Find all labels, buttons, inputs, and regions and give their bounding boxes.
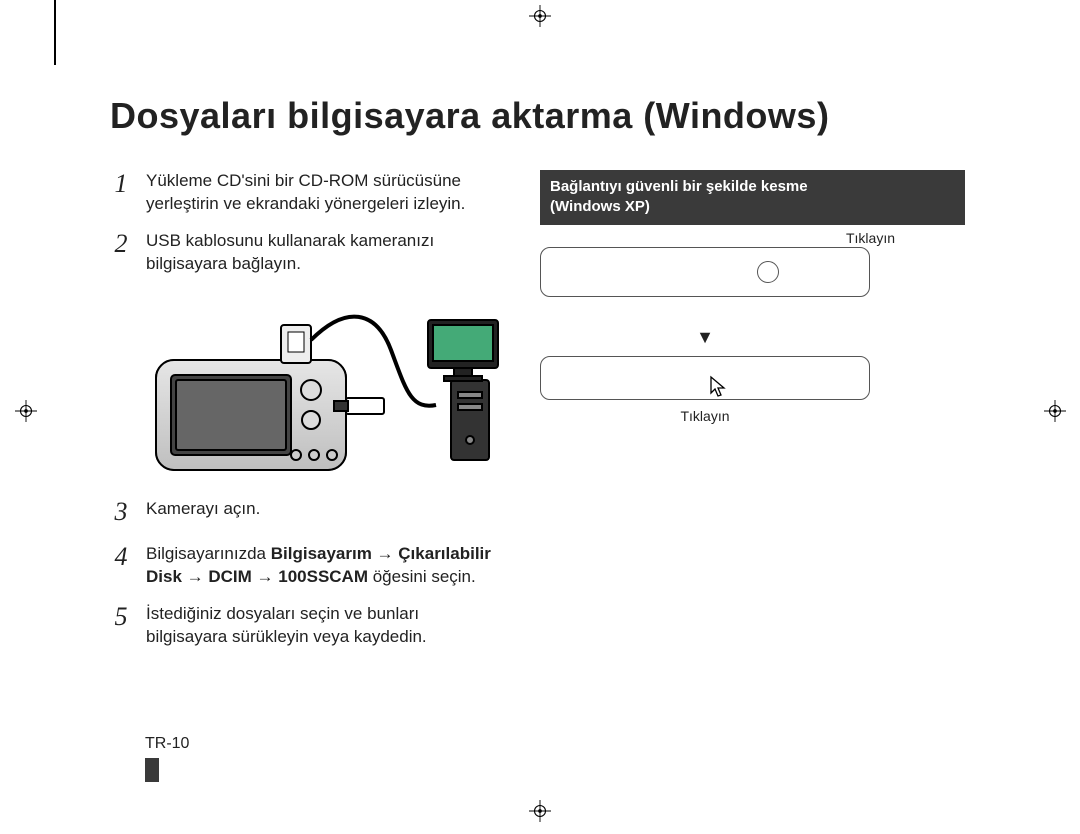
page-number-bar bbox=[145, 758, 159, 782]
camera-to-pc-illustration bbox=[146, 290, 505, 480]
down-arrow-icon: ▼ bbox=[540, 327, 870, 348]
safe-disconnect-banner: Bağlantıyı güvenli bir şekilde kesme (Wi… bbox=[540, 170, 965, 225]
step-text: Bilgisayarınızda Bilgisayarım → Çıkarıla… bbox=[146, 543, 505, 589]
step-number: 1 bbox=[110, 166, 132, 216]
banner-line1: Bağlantıyı güvenli bir şekilde kesme bbox=[550, 177, 955, 197]
steps-column: 1 Yükleme CD'sini bir CD-ROM sürücüsüne … bbox=[110, 170, 505, 663]
registration-mark-icon bbox=[1044, 400, 1066, 422]
systray-box-2 bbox=[540, 356, 870, 400]
step-number: 5 bbox=[110, 599, 132, 649]
safely-remove-icon bbox=[757, 261, 779, 283]
systray-box-1 bbox=[540, 247, 870, 297]
step-2: 2 USB kablosunu kullanarak kameranızı bi… bbox=[110, 230, 505, 276]
cursor-icon bbox=[709, 375, 727, 402]
step-number: 4 bbox=[110, 539, 132, 589]
click-label-1: Tıklayın bbox=[846, 230, 895, 246]
click-label-2: Tıklayın bbox=[540, 408, 870, 424]
registration-mark-icon bbox=[529, 5, 551, 27]
step-text: Yükleme CD'sini bir CD-ROM sürücüsüne ye… bbox=[146, 170, 505, 216]
step-4: 4 Bilgisayarınızda Bilgisayarım → Çıkarı… bbox=[110, 543, 505, 589]
banner-line2: (Windows XP) bbox=[550, 197, 955, 217]
registration-mark-icon bbox=[529, 800, 551, 822]
side-column: Bağlantıyı güvenli bir şekilde kesme (Wi… bbox=[540, 170, 965, 424]
step-text: Kamerayı açın. bbox=[146, 498, 505, 529]
trim-mark bbox=[54, 0, 56, 65]
registration-mark-icon bbox=[15, 400, 37, 422]
step-text: USB kablosunu kullanarak kameranızı bilg… bbox=[146, 230, 505, 276]
step-text: İstediğiniz dosyaları seçin ve bunları b… bbox=[146, 603, 505, 649]
page-number: TR-10 bbox=[145, 735, 189, 753]
page-title: Dosyaları bilgisayara aktarma (Windows) bbox=[110, 95, 829, 137]
page: Dosyaları bilgisayara aktarma (Windows) … bbox=[0, 0, 1080, 834]
step-5: 5 İstediğiniz dosyaları seçin ve bunları… bbox=[110, 603, 505, 649]
step-number: 2 bbox=[110, 226, 132, 276]
step-number: 3 bbox=[110, 494, 132, 529]
step-3: 3 Kamerayı açın. bbox=[110, 498, 505, 529]
step-1: 1 Yükleme CD'sini bir CD-ROM sürücüsüne … bbox=[110, 170, 505, 216]
